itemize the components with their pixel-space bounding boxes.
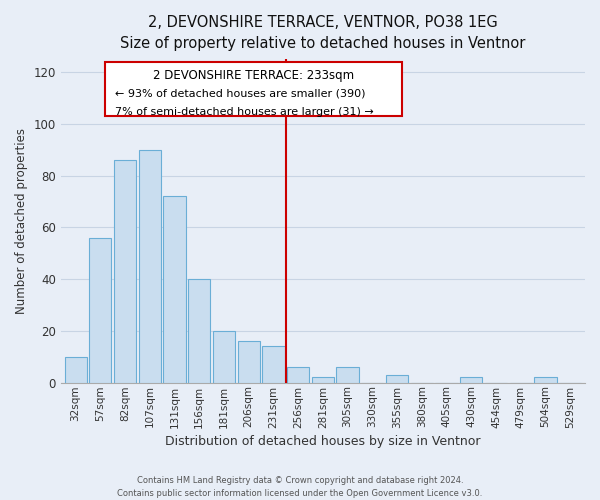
Text: Contains HM Land Registry data © Crown copyright and database right 2024.
Contai: Contains HM Land Registry data © Crown c… (118, 476, 482, 498)
Bar (312, 378, 334, 382)
X-axis label: Distribution of detached houses by size in Ventnor: Distribution of detached houses by size … (165, 434, 481, 448)
Text: ← 93% of detached houses are smaller (390): ← 93% of detached houses are smaller (39… (115, 89, 365, 99)
Bar (163, 196, 185, 382)
Bar (386, 375, 408, 382)
Bar (460, 378, 482, 382)
Bar (213, 331, 235, 382)
Y-axis label: Number of detached properties: Number of detached properties (15, 128, 28, 314)
FancyBboxPatch shape (105, 62, 402, 116)
Bar (65, 357, 87, 382)
Bar (238, 341, 260, 382)
Bar (262, 346, 284, 382)
Bar (287, 367, 309, 382)
Bar (89, 238, 112, 382)
Bar (139, 150, 161, 382)
Text: 2 DEVONSHIRE TERRACE: 233sqm: 2 DEVONSHIRE TERRACE: 233sqm (153, 70, 354, 82)
Text: 7% of semi-detached houses are larger (31) →: 7% of semi-detached houses are larger (3… (115, 107, 374, 117)
Bar (337, 367, 359, 382)
Bar (114, 160, 136, 382)
Bar (188, 279, 211, 382)
Title: 2, DEVONSHIRE TERRACE, VENTNOR, PO38 1EG
Size of property relative to detached h: 2, DEVONSHIRE TERRACE, VENTNOR, PO38 1EG… (120, 15, 526, 51)
Bar (535, 378, 557, 382)
